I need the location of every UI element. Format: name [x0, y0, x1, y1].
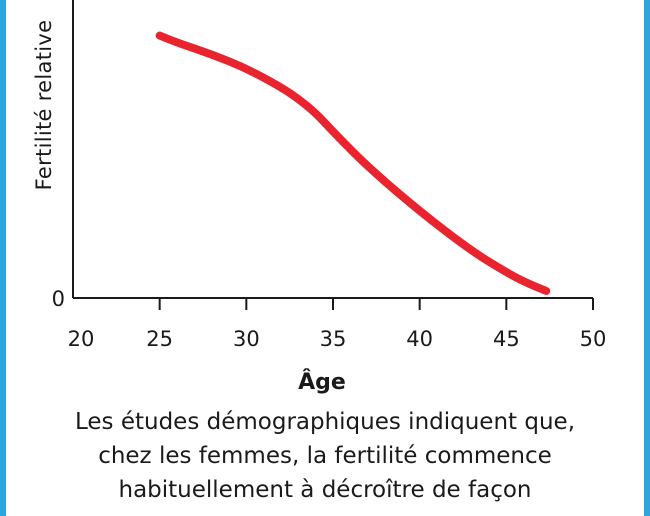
chart-series [155, 31, 551, 295]
x-tick-label-40: 40 [406, 327, 433, 351]
x-tick-label-50: 50 [580, 327, 607, 351]
x-tick-label-20: 20 [68, 327, 95, 351]
caption-line-1: Les études démographiques indiquent que, [74, 409, 576, 435]
chart-axes [72, 0, 593, 299]
y-axis-label: Fertilité relative [32, 19, 56, 191]
fertility-chart: 20 25 30 35 40 45 50 0 [52, 0, 607, 351]
caption-text: Les études démographiques indiquent que,… [20, 405, 630, 507]
x-tick-label-30: 30 [233, 327, 260, 351]
x-tick-label-35: 35 [320, 327, 347, 351]
frame-border-right [644, 0, 650, 516]
caption-line-2: chez les femmes, la fertilité commence [98, 443, 552, 469]
series-line-0 [155, 31, 551, 295]
x-tick-label-45: 45 [493, 327, 520, 351]
caption-line-3: habituellement à décroître de façon [118, 477, 532, 503]
chart-ticks: 20 25 30 35 40 45 50 0 [52, 287, 607, 351]
y-tick-label-0: 0 [52, 287, 65, 311]
x-tick-label-25: 25 [146, 327, 173, 351]
x-axis-label: Âge [298, 370, 346, 395]
frame-border-left [0, 0, 6, 516]
